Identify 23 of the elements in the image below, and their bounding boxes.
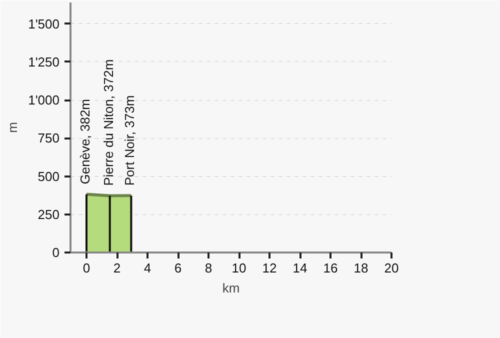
annotation: Port Noir, 373m — [122, 95, 138, 186]
y-axis-title: m — [5, 122, 20, 133]
x-tick-label: 4 — [144, 260, 152, 276]
x-tick-label: 6 — [174, 260, 182, 276]
y-tick-label: 1'250 — [28, 54, 60, 70]
x-axis-title: km — [222, 280, 240, 296]
y-tick-label: 500 — [38, 168, 60, 184]
x-tick-label: 12 — [262, 260, 277, 276]
x-tick-label: 10 — [232, 260, 246, 276]
y-tick-label: 250 — [38, 206, 60, 222]
y-tick-label: 1'000 — [28, 92, 60, 108]
y-tick-label: 1'500 — [28, 16, 60, 32]
x-tick-label: 20 — [384, 260, 399, 276]
y-tick-label: 0 — [52, 245, 60, 260]
x-tick-label: 18 — [354, 260, 368, 276]
annotation: Genève, 382m — [78, 98, 93, 184]
x-tick-label: 14 — [292, 260, 308, 276]
x-tick-label: 16 — [323, 260, 338, 276]
annotation: Pierre du Niton, 372m — [100, 59, 116, 186]
x-tick-label: 0 — [82, 260, 90, 276]
y-tick-label: 750 — [38, 130, 60, 146]
x-tick-label: 8 — [204, 260, 212, 276]
x-tick-label: 2 — [113, 260, 121, 276]
